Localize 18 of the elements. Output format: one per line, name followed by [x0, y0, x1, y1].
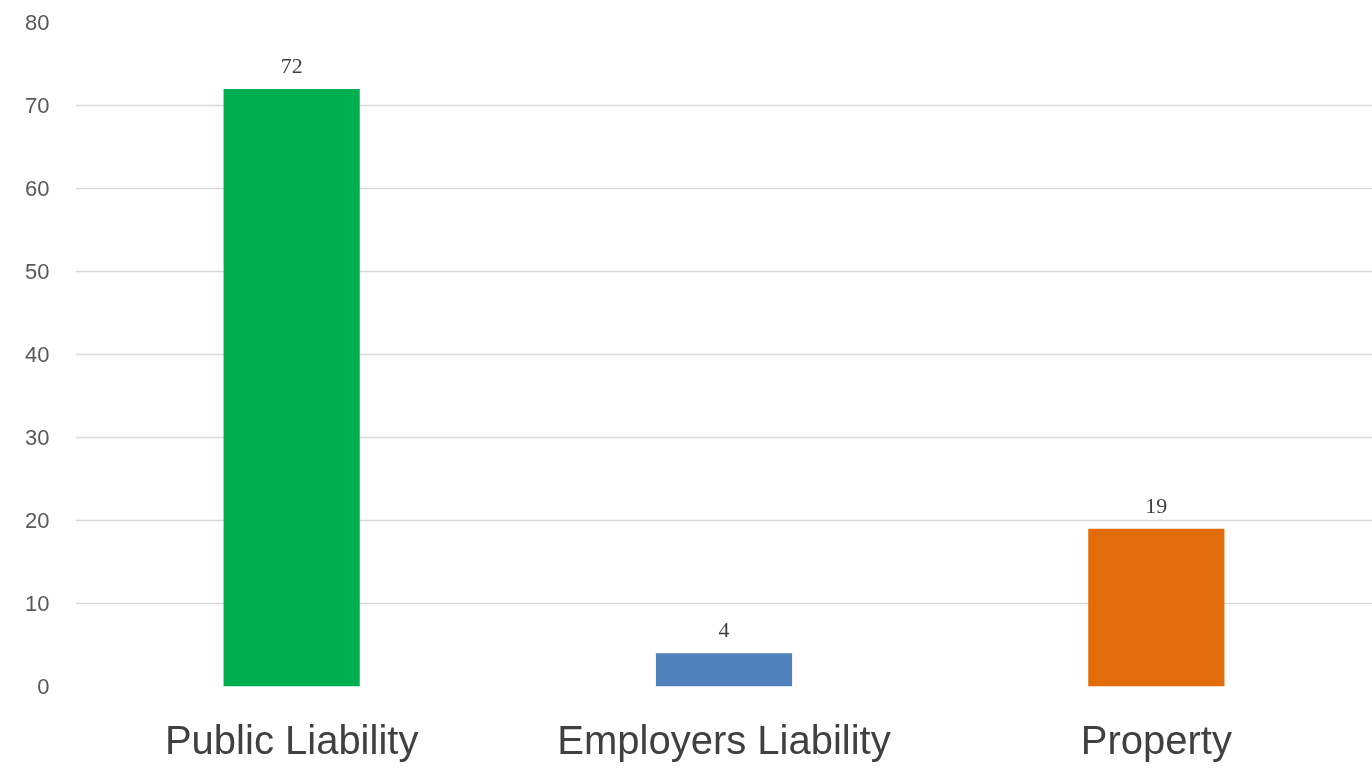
y-tick-label: 0	[37, 674, 50, 699]
y-tick-label: 50	[25, 259, 50, 284]
data-label: 19	[1145, 492, 1168, 518]
y-tick-label: 80	[25, 10, 50, 35]
x-tick-label: Employers Liability	[557, 717, 891, 762]
y-tick-label: 10	[25, 591, 50, 616]
y-tick-label: 60	[25, 176, 50, 201]
y-tick-label: 20	[25, 508, 50, 533]
bar	[655, 653, 793, 687]
x-tick-label: Property	[1080, 717, 1232, 762]
bar	[1088, 528, 1225, 687]
x-tick-label: Public Liability	[164, 717, 419, 762]
y-tick-label: 30	[25, 425, 50, 450]
data-label: 4	[718, 617, 730, 643]
bar	[223, 88, 360, 687]
data-label: 72	[280, 52, 303, 78]
y-tick-label: 70	[25, 93, 50, 118]
y-tick-label: 40	[25, 342, 50, 367]
